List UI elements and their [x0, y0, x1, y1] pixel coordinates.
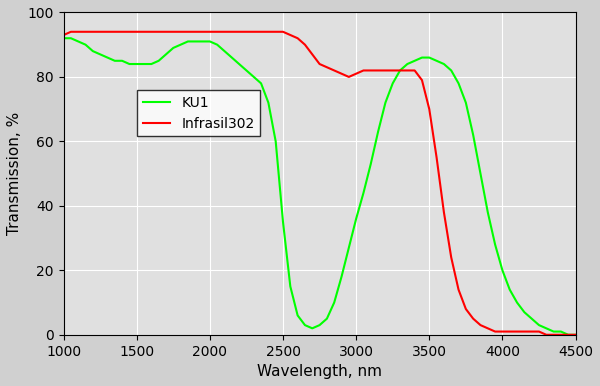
KU1	[565, 332, 572, 337]
Line: KU1: KU1	[64, 38, 575, 335]
KU1	[206, 39, 214, 44]
Line: Infrasil302: Infrasil302	[64, 32, 575, 335]
KU1	[448, 68, 455, 73]
Infrasil302	[557, 332, 565, 337]
Y-axis label: Transmission, %: Transmission, %	[7, 112, 22, 235]
Legend: KU1, Infrasil302: KU1, Infrasil302	[137, 90, 260, 136]
Infrasil302	[543, 332, 550, 337]
X-axis label: Wavelength, nm: Wavelength, nm	[257, 364, 382, 379]
Infrasil302	[374, 68, 382, 73]
Infrasil302	[528, 329, 535, 334]
Infrasil302	[60, 33, 67, 37]
Infrasil302	[572, 332, 579, 337]
KU1	[572, 332, 579, 337]
KU1	[367, 162, 374, 166]
Infrasil302	[82, 29, 89, 34]
Infrasil302	[67, 29, 74, 34]
KU1	[308, 326, 316, 331]
KU1	[60, 36, 67, 41]
Infrasil302	[316, 62, 323, 66]
KU1	[74, 39, 82, 44]
Infrasil302	[140, 29, 148, 34]
KU1	[543, 326, 550, 331]
